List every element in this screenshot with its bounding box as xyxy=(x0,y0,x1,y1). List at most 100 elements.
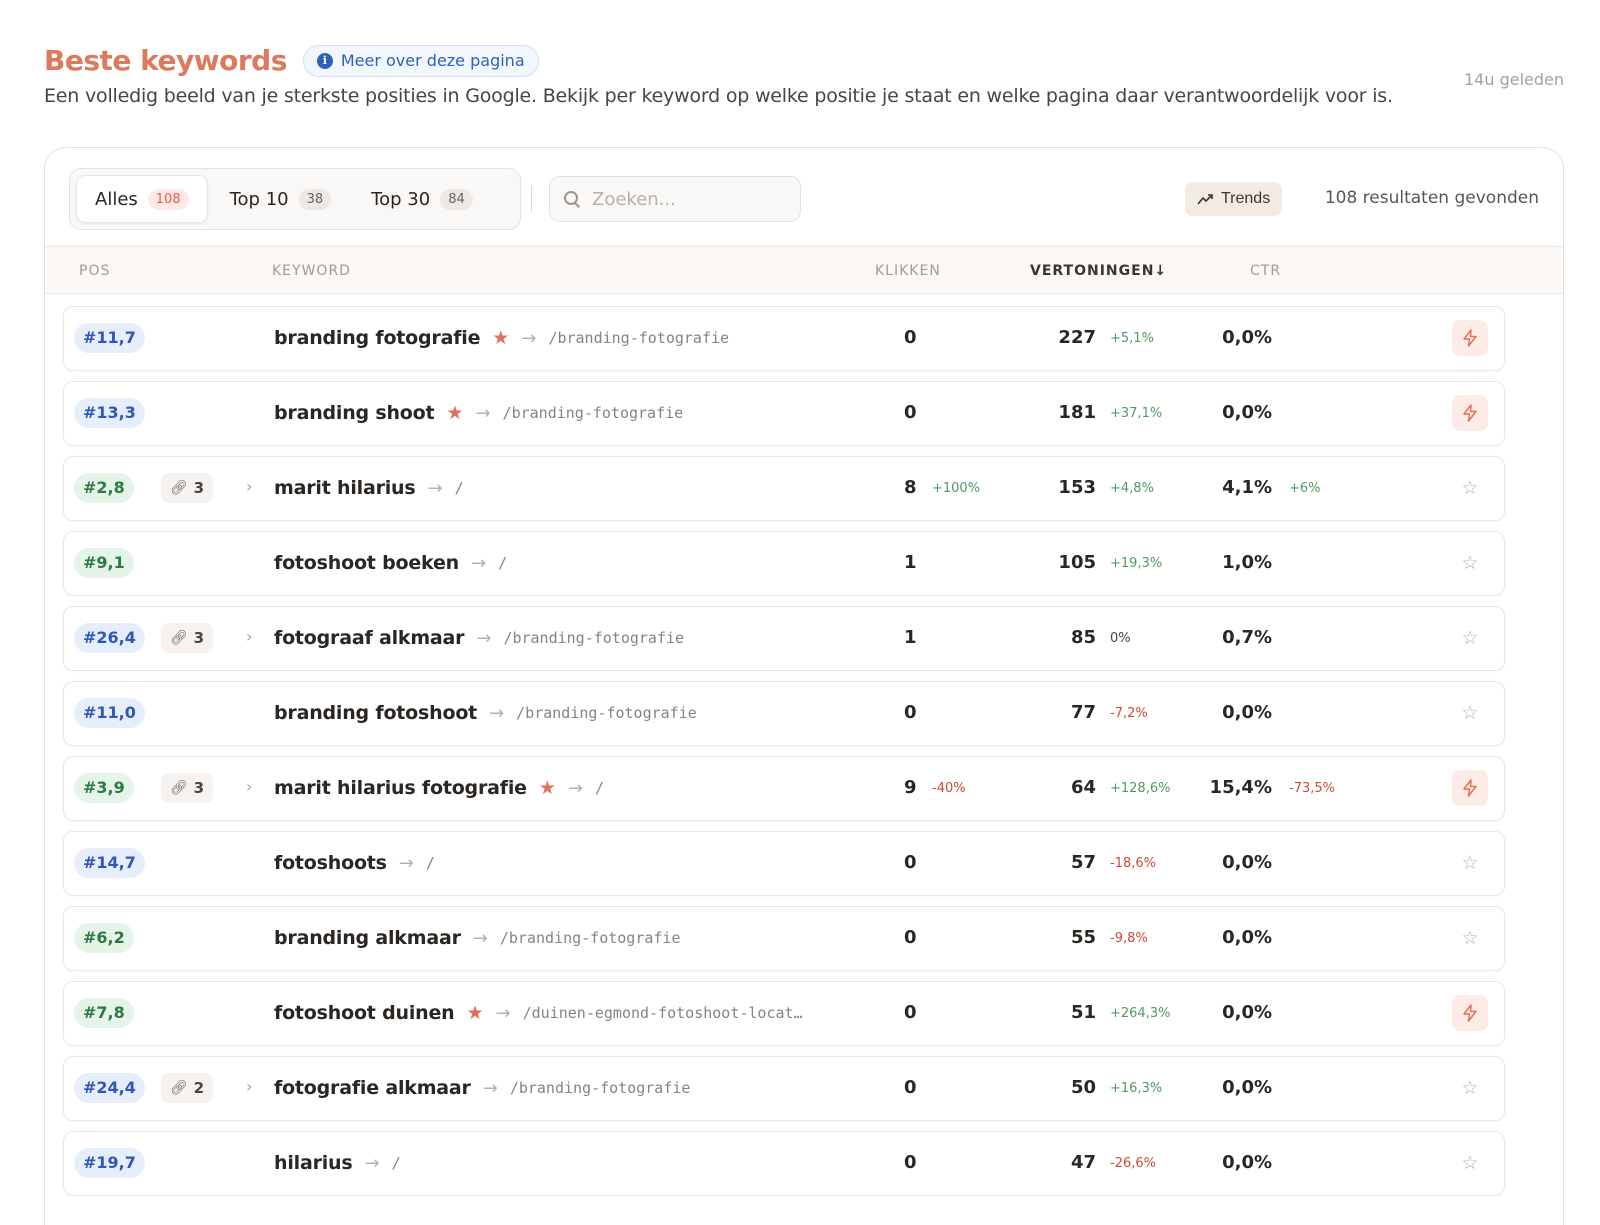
search-input[interactable] xyxy=(592,188,782,210)
ctr-value: 0,0% xyxy=(1222,1152,1272,1173)
bolt-icon[interactable] xyxy=(1452,995,1488,1031)
clicks-value: 8 xyxy=(904,477,917,498)
search-icon xyxy=(564,191,580,207)
landing-page-link[interactable]: / xyxy=(391,1154,401,1172)
keyword-cell: fotograaf alkmaar → /branding-fotografie xyxy=(274,607,684,669)
landing-page-link[interactable]: /branding-fotografie xyxy=(509,1079,691,1097)
keyword-cell: branding fotoshoot → /branding-fotografie xyxy=(274,682,697,744)
impressions-delta: +37,1% xyxy=(1110,406,1163,421)
impressions-value: 47 xyxy=(1070,1152,1096,1173)
tab-top-10[interactable]: Top 10 38 xyxy=(212,175,350,223)
clicks-value: 0 xyxy=(904,1152,917,1173)
impressions-delta: +264,3% xyxy=(1110,1006,1171,1021)
landing-page-link[interactable]: /branding-fotografie xyxy=(548,329,730,347)
tab-top-30[interactable]: Top 30 84 xyxy=(353,175,491,223)
table-row[interactable]: #6,2 branding alkmaar → /branding-fotografi… xyxy=(63,906,1505,971)
chevron-right-icon[interactable]: › xyxy=(246,477,253,496)
tab-count-badge: 108 xyxy=(147,188,189,210)
ctr-value: 1,0% xyxy=(1222,552,1272,573)
star-outline-icon[interactable]: ☆ xyxy=(1461,927,1479,949)
landing-page-link[interactable]: /duinen-egmond-fotoshoot-locat… xyxy=(522,1004,803,1022)
tab-alles[interactable]: Alles 108 xyxy=(76,175,208,223)
star-outline-icon[interactable]: ☆ xyxy=(1461,1152,1479,1174)
ctr-delta: +6% xyxy=(1289,481,1321,496)
landing-page-link[interactable]: / xyxy=(425,854,435,872)
col-keyword[interactable]: KEYWORD xyxy=(272,263,351,279)
impressions-delta: +4,8% xyxy=(1110,481,1154,496)
ctr-value: 0,0% xyxy=(1222,852,1272,873)
table-row[interactable]: #2,8 🔗︎ 3 › marit hilarius → / 8 +100% 153 +4,8% 4,… xyxy=(63,456,1505,521)
bolt-icon[interactable] xyxy=(1452,395,1488,431)
bolt-icon[interactable] xyxy=(1452,770,1488,806)
clicks-value: 1 xyxy=(904,627,917,648)
keyword-cell: fotoshoot boeken → / xyxy=(274,532,507,594)
clicks-value: 0 xyxy=(904,702,917,723)
landing-page-link[interactable]: / xyxy=(594,779,604,797)
star-outline-icon[interactable]: ☆ xyxy=(1461,627,1479,649)
col-clicks[interactable]: KLIKKEN xyxy=(875,263,941,279)
bolt-icon[interactable] xyxy=(1452,320,1488,356)
col-pos[interactable]: POS xyxy=(79,263,111,279)
table-row[interactable]: #3,9 🔗︎ 3 › marit hilarius fotografie ★ → / 9 -40… xyxy=(63,756,1505,821)
landing-page-link[interactable]: /branding-fotografie xyxy=(502,404,684,422)
star-outline-icon[interactable]: ☆ xyxy=(1461,1077,1479,1099)
keyword-cell: fotografie alkmaar → /branding-fotografie xyxy=(274,1057,690,1119)
clicks-value: 9 xyxy=(904,777,917,798)
table-row[interactable]: #24,4 🔗︎ 2 › fotografie alkmaar → /branding-fo… xyxy=(63,1056,1505,1121)
arrow-right-icon: → xyxy=(470,552,487,574)
page-header: Beste keywords i Meer over deze pagina E… xyxy=(44,44,1564,124)
search-box[interactable] xyxy=(549,176,801,222)
table-row[interactable]: #13,3 branding shoot ★ → /branding-fotografi… xyxy=(63,381,1505,446)
keyword-text: branding alkmaar xyxy=(274,927,461,949)
table-row[interactable]: #11,7 branding fotografie ★ → /branding-foto… xyxy=(63,306,1505,371)
position-badge: #3,9 xyxy=(74,773,134,803)
table-row[interactable]: #14,7 fotoshoots → / 0 57 -18,6% 0,0% ☆ xyxy=(63,831,1505,896)
title-row: Beste keywords i Meer over deze pagina xyxy=(44,44,1564,77)
clicks-value: 0 xyxy=(904,327,917,348)
chevron-right-icon[interactable]: › xyxy=(246,627,253,646)
landing-page-link[interactable]: / xyxy=(498,554,508,572)
col-impressions[interactable]: VERTONINGEN↓ xyxy=(1030,263,1167,279)
impressions-delta: 0% xyxy=(1110,631,1131,646)
table-row[interactable]: #26,4 🔗︎ 3 › fotograaf alkmaar → /branding-fot… xyxy=(63,606,1505,671)
page-title: Beste keywords xyxy=(44,44,287,77)
star-outline-icon[interactable]: ☆ xyxy=(1461,552,1479,574)
linked-pages-badge[interactable]: 🔗︎ 3 xyxy=(161,473,213,503)
landing-page-link[interactable]: /branding-fotografie xyxy=(516,704,697,722)
linked-pages-badge[interactable]: 🔗︎ 3 xyxy=(161,623,213,653)
impressions-value: 57 xyxy=(1070,852,1096,873)
star-outline-icon[interactable]: ☆ xyxy=(1461,852,1479,874)
trends-button[interactable]: Trends xyxy=(1185,182,1283,216)
star-outline-icon[interactable]: ☆ xyxy=(1461,702,1479,724)
landing-page-link[interactable]: /branding-fotografie xyxy=(499,929,681,947)
impressions-delta: +19,3% xyxy=(1110,556,1163,571)
linked-pages-badge[interactable]: 🔗︎ 3 xyxy=(161,773,213,803)
impressions-value: 50 xyxy=(1070,1077,1096,1098)
arrow-right-icon: → xyxy=(398,852,414,874)
linked-pages-badge[interactable]: 🔗︎ 2 xyxy=(161,1073,213,1103)
position-badge: #19,7 xyxy=(74,1148,145,1178)
table-row[interactable]: #7,8 fotoshoot duinen ★ → /duinen-egmond-fot… xyxy=(63,981,1505,1046)
chevron-right-icon[interactable]: › xyxy=(246,777,253,796)
clicks-value: 0 xyxy=(904,1002,917,1023)
landing-page-link[interactable]: / xyxy=(454,479,464,497)
result-count: 108 resultaten gevonden xyxy=(1324,188,1539,208)
chevron-right-icon[interactable]: › xyxy=(246,1077,253,1096)
table-row[interactable]: #9,1 fotoshoot boeken → / 1 105 +19,3% 1,0% ☆ xyxy=(63,531,1505,596)
landing-page-link[interactable]: /branding-fotografie xyxy=(503,629,685,647)
toolbar: Alles 108 Top 10 38 Top 30 84 Trends 108… xyxy=(45,148,1563,248)
clicks-value: 0 xyxy=(904,927,917,948)
col-ctr[interactable]: CTR xyxy=(1250,263,1282,279)
table-row[interactable]: #11,0 branding fotoshoot → /branding-fotogr… xyxy=(63,681,1505,746)
tab-label: Top 10 xyxy=(229,188,289,210)
arrow-right-icon: → xyxy=(567,777,583,799)
link-icon: 🔗︎ xyxy=(169,780,188,796)
linked-pages-count: 2 xyxy=(193,1079,205,1097)
star-outline-icon[interactable]: ☆ xyxy=(1461,477,1479,499)
impressions-value: 153 xyxy=(1058,477,1096,498)
linked-pages-count: 3 xyxy=(193,779,205,797)
info-button[interactable]: i Meer over deze pagina xyxy=(302,44,539,77)
table-row[interactable]: #19,7 hilarius → / 0 47 -26,6% 0,0% ☆ xyxy=(63,1131,1505,1196)
impressions-delta: -9,8% xyxy=(1110,931,1148,946)
impressions-value: 55 xyxy=(1070,927,1096,948)
